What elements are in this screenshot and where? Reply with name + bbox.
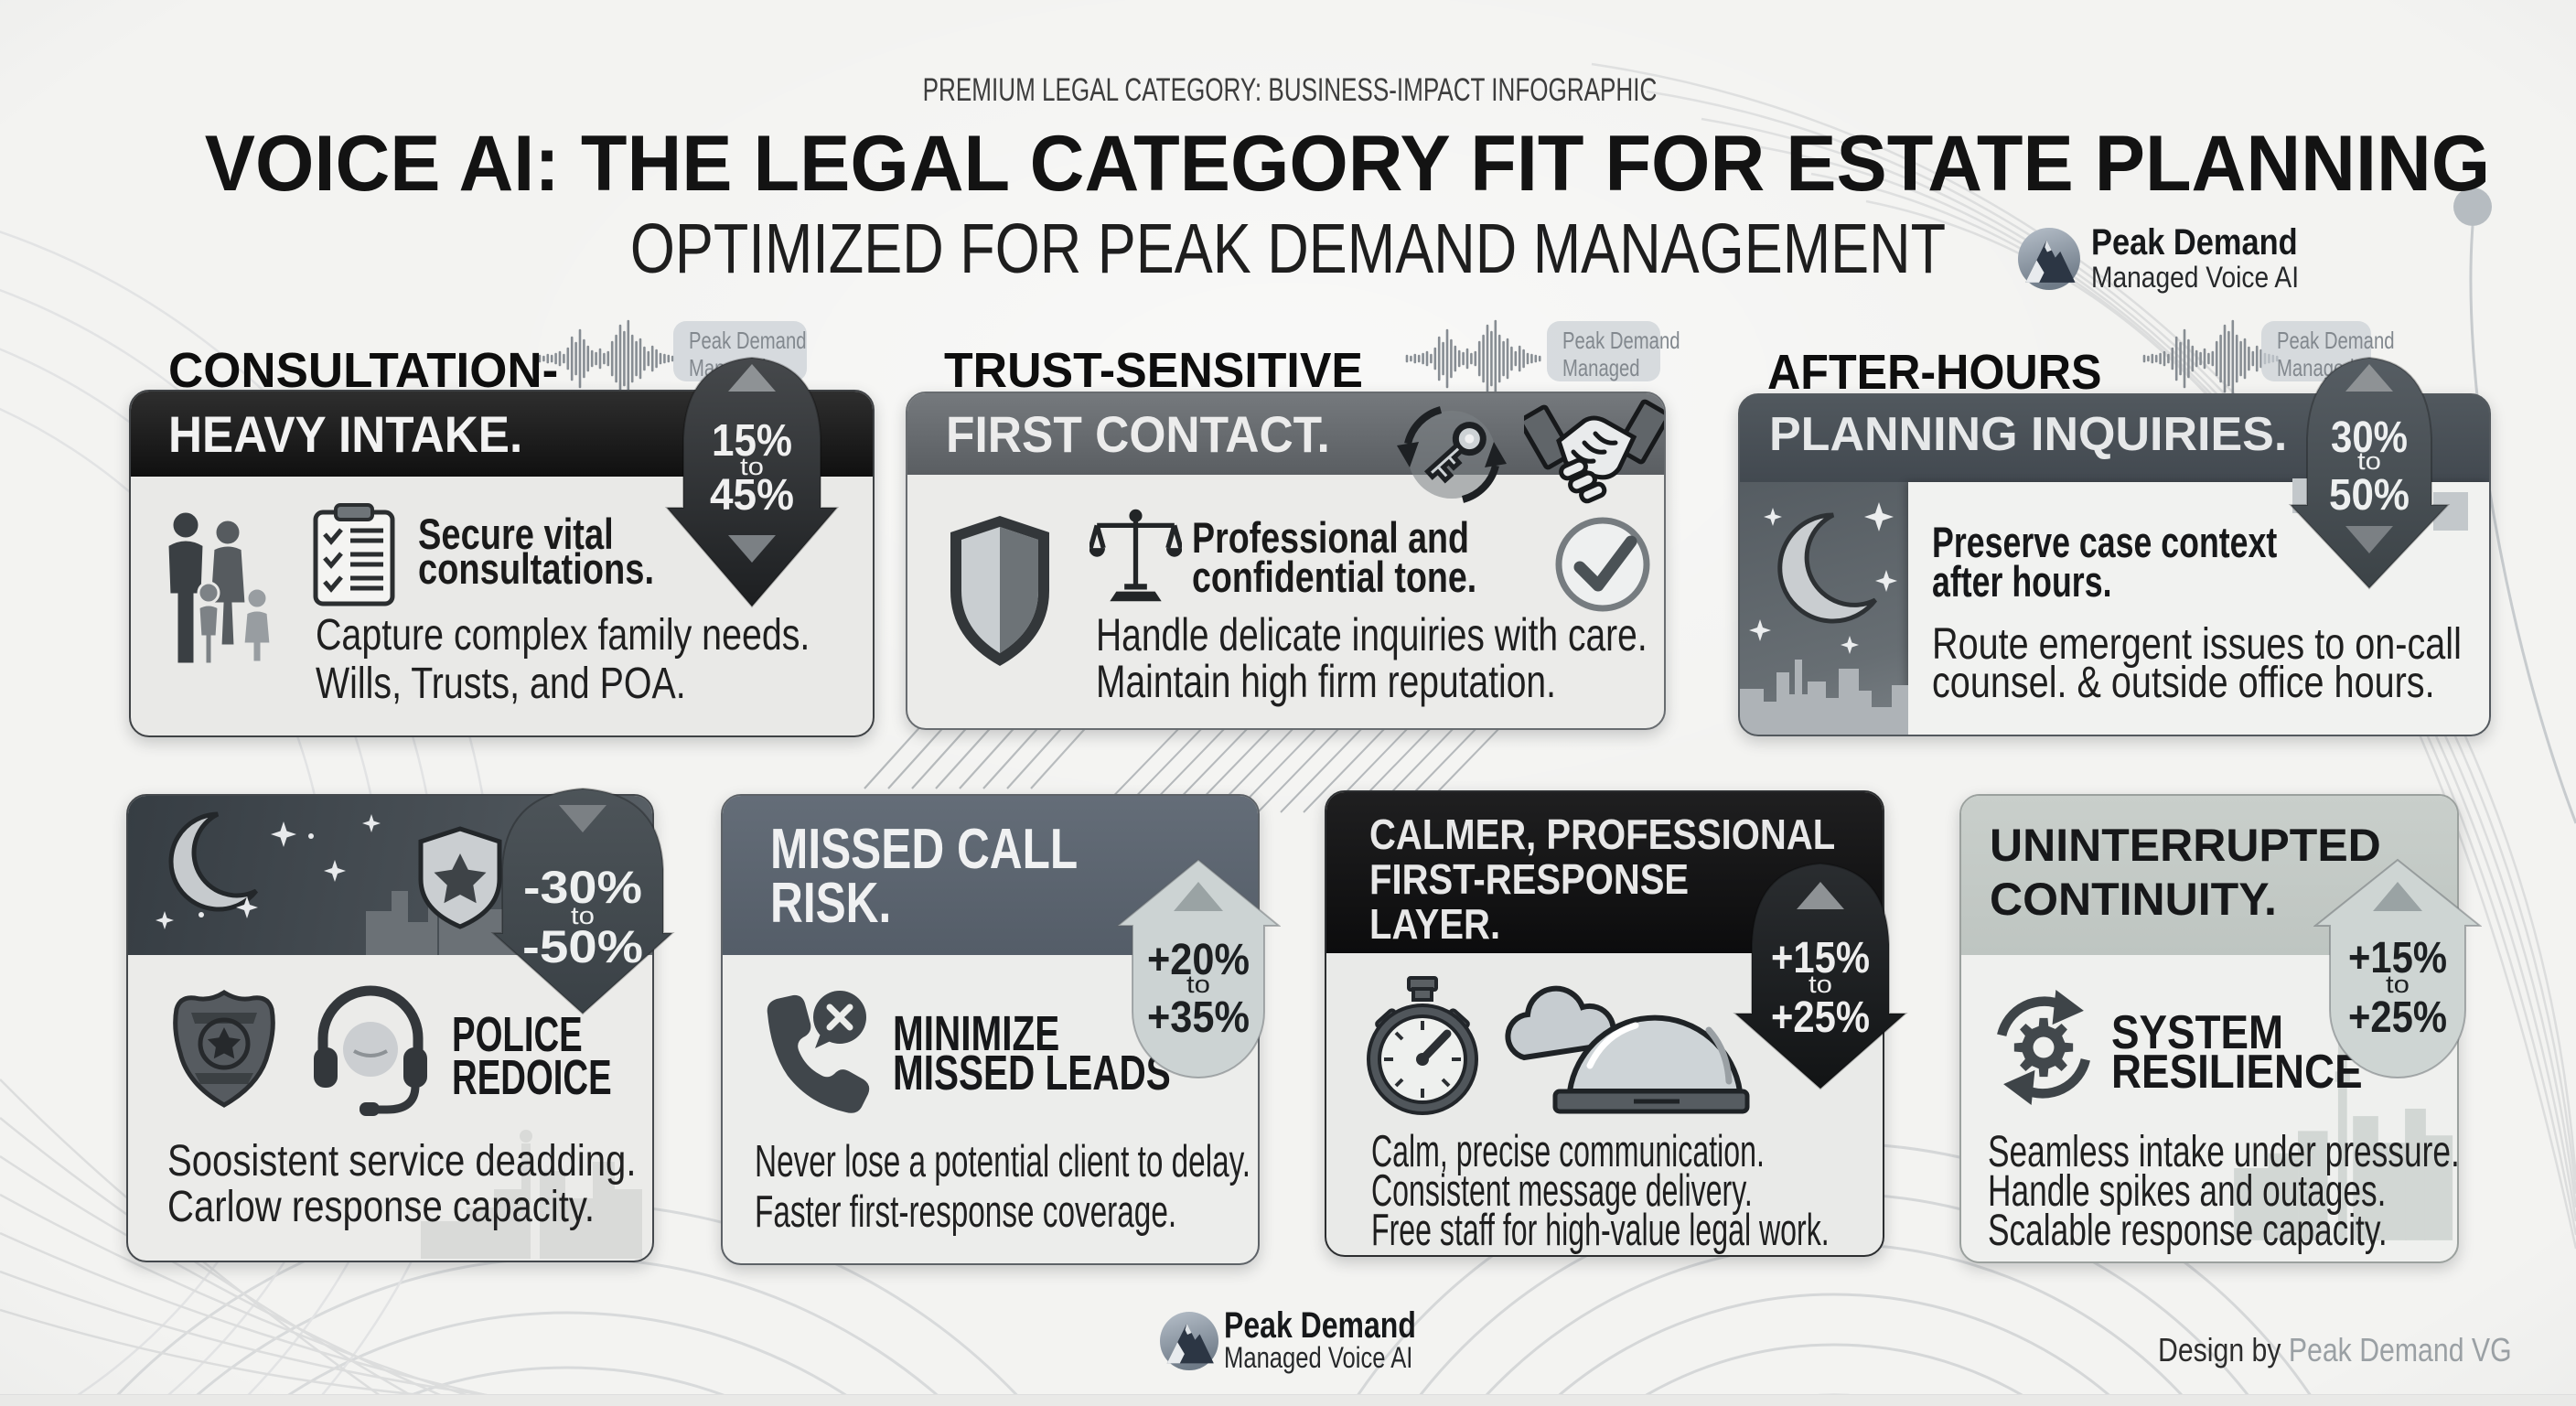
svg-text:to: to [1186, 971, 1210, 998]
svg-text:-50%: -50% [522, 921, 643, 972]
svg-text:45%: 45% [710, 471, 794, 520]
svg-text:+35%: +35% [1147, 993, 1250, 1042]
svg-text:30%: 30% [2331, 413, 2408, 462]
svg-text:to: to [1809, 971, 1832, 998]
svg-text:15%: 15% [712, 416, 792, 466]
svg-text:+20%: +20% [1147, 936, 1250, 984]
svg-text:to: to [2386, 971, 2410, 998]
svg-text:+15%: +15% [1771, 934, 1870, 982]
svg-text:50%: 50% [2329, 471, 2410, 520]
svg-text:+25%: +25% [2348, 993, 2447, 1042]
svg-text:+15%: +15% [2348, 934, 2447, 982]
svg-text:+25%: +25% [1771, 993, 1870, 1042]
svg-text:to: to [740, 453, 764, 480]
svg-text:-30%: -30% [523, 862, 642, 913]
svg-text:to: to [2357, 447, 2381, 475]
svg-text:to: to [571, 902, 595, 929]
